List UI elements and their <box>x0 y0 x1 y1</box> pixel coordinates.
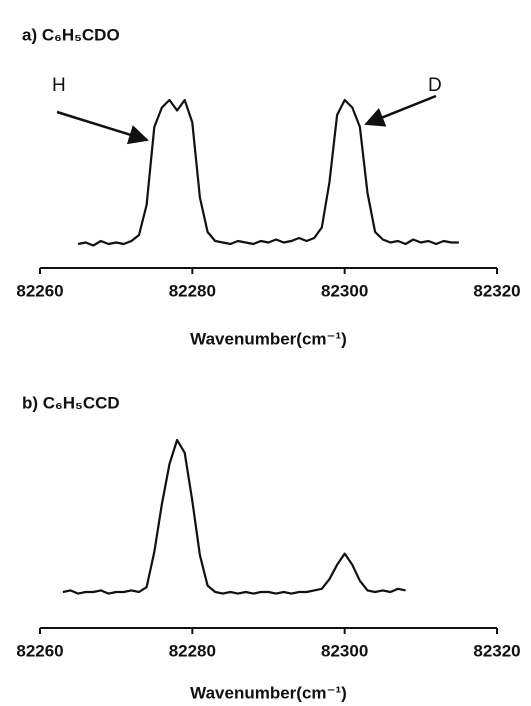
x-tick-label: 82300 <box>321 281 368 300</box>
x-axis-label: Wavenumber(cm⁻¹) <box>190 329 347 348</box>
x-tick-label: 82260 <box>16 641 63 660</box>
x-tick-label: 82280 <box>169 281 216 300</box>
x-tick-label: 82280 <box>169 641 216 660</box>
panel-title: b) C₆H₅CCD <box>22 393 120 412</box>
arrow <box>56 110 149 145</box>
panel-title: a) C₆H₅CDO <box>22 25 120 44</box>
annotation: H <box>52 75 66 96</box>
x-tick-label: 82260 <box>16 281 63 300</box>
x-tick-label: 82320 <box>473 281 520 300</box>
spectrum-line <box>62 438 406 595</box>
spectrum-line <box>77 98 459 247</box>
x-tick-label: 82300 <box>321 641 368 660</box>
x-axis-label: Wavenumber(cm⁻¹) <box>190 683 347 702</box>
x-tick-label: 82320 <box>473 641 520 660</box>
annotation: D <box>428 75 442 96</box>
arrow <box>364 94 437 127</box>
